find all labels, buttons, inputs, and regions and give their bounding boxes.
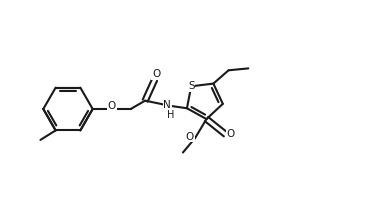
Text: O: O bbox=[108, 101, 116, 111]
Text: O: O bbox=[152, 69, 160, 79]
Text: S: S bbox=[188, 81, 195, 91]
Text: O: O bbox=[186, 131, 194, 141]
Text: N: N bbox=[163, 100, 171, 110]
Text: H: H bbox=[167, 110, 174, 120]
Text: O: O bbox=[227, 128, 235, 138]
